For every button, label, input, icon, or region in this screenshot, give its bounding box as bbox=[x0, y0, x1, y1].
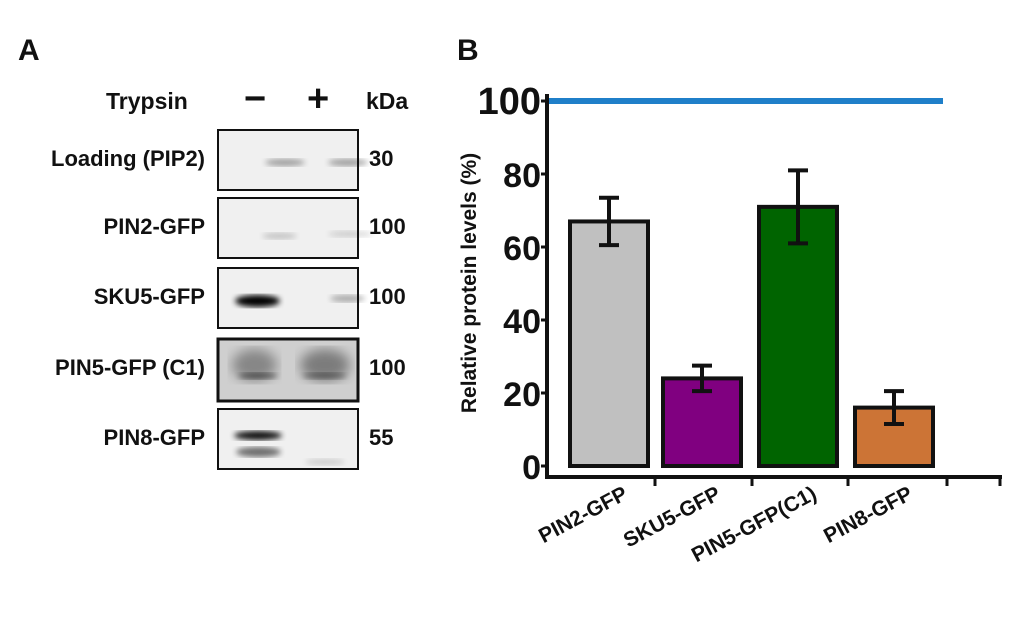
blot-band bbox=[235, 295, 280, 307]
error-bar bbox=[692, 363, 712, 394]
error-bar bbox=[788, 168, 808, 246]
blot-band bbox=[234, 431, 282, 440]
trypsin-label: Trypsin bbox=[106, 88, 188, 114]
blot-row-kda: 55 bbox=[369, 425, 394, 450]
blot-row-kda: 100 bbox=[369, 355, 406, 380]
blot-band bbox=[262, 233, 297, 239]
blot-row-label: PIN2-GFP bbox=[103, 214, 205, 239]
kda-label: kDa bbox=[366, 88, 409, 114]
trypsin-minus: − bbox=[244, 78, 267, 120]
blot-band bbox=[328, 231, 373, 237]
panel-a-label: A bbox=[18, 34, 40, 67]
bar bbox=[568, 219, 650, 468]
blot-panel bbox=[217, 408, 359, 470]
blot-row-kda: 30 bbox=[369, 146, 394, 171]
y-tick-label: 20 bbox=[503, 376, 541, 414]
blot-panel bbox=[217, 197, 373, 259]
y-tick-label: 0 bbox=[522, 449, 541, 487]
blot-panel bbox=[216, 337, 360, 403]
blot-band bbox=[330, 295, 365, 302]
blot-row-label: PIN8-GFP bbox=[103, 425, 205, 450]
error-bar bbox=[599, 195, 619, 248]
x-tick-label: PIN8-GFP bbox=[820, 482, 916, 548]
y-tick-label: 80 bbox=[503, 157, 541, 195]
y-axis-label: Relative protein levels (%) bbox=[458, 153, 481, 413]
blot-row-label: Loading (PIP2) bbox=[51, 146, 205, 171]
blot-band bbox=[302, 373, 347, 379]
blot-row-kda: 100 bbox=[369, 214, 406, 239]
blot-band bbox=[300, 349, 350, 381]
blot-band bbox=[238, 373, 278, 379]
y-tick-label: 40 bbox=[503, 303, 541, 341]
panel-b-label: B bbox=[457, 34, 479, 67]
blot-band bbox=[305, 459, 345, 465]
blot-band bbox=[265, 159, 305, 166]
bar bbox=[757, 204, 839, 468]
y-tick-label: 100 bbox=[478, 81, 541, 123]
blot-band bbox=[328, 159, 368, 166]
error-bar bbox=[884, 389, 904, 427]
x-tick-label: PIN2-GFP bbox=[535, 482, 631, 548]
blot-band bbox=[236, 447, 281, 457]
trypsin-plus: + bbox=[307, 78, 330, 120]
blot-panel bbox=[217, 267, 365, 329]
blot-band bbox=[232, 349, 277, 381]
blot-row-kda: 100 bbox=[369, 284, 406, 309]
y-tick-label: 60 bbox=[503, 230, 541, 268]
blot-row-label: PIN5-GFP (C1) bbox=[55, 355, 205, 380]
blot-row-label: SKU5-GFP bbox=[93, 284, 205, 309]
blot-panel bbox=[217, 129, 368, 191]
